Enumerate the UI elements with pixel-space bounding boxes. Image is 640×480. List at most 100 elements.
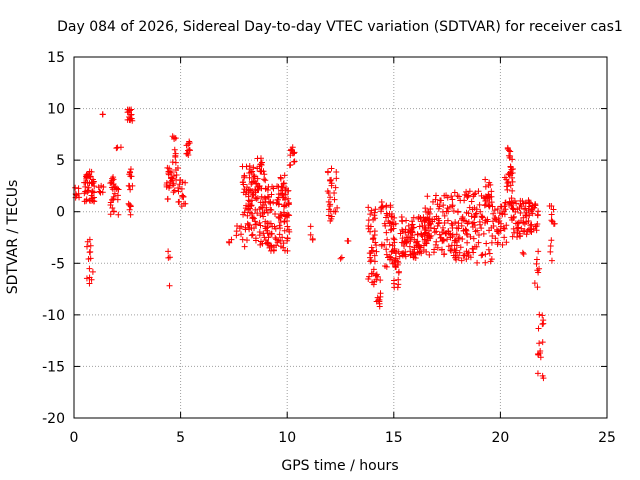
- y-tick-label: -20: [42, 411, 65, 427]
- data-point: [482, 176, 489, 183]
- data-point: [378, 241, 385, 248]
- data-point: [489, 203, 496, 210]
- data-point: [459, 214, 466, 221]
- data-point: [539, 312, 546, 319]
- data-point: [474, 227, 481, 234]
- data-point: [245, 221, 252, 228]
- data-point: [490, 210, 497, 217]
- data-point: [522, 205, 529, 212]
- data-point: [371, 278, 378, 285]
- data-point: [86, 274, 93, 281]
- data-point: [441, 212, 448, 219]
- data-point: [488, 256, 495, 263]
- data-point: [265, 240, 272, 247]
- data-point: [75, 185, 82, 192]
- data-point: [489, 233, 496, 240]
- data-point: [395, 248, 402, 255]
- data-point: [464, 231, 471, 238]
- data-point: [277, 174, 284, 181]
- data-point: [252, 189, 259, 196]
- data-point: [170, 180, 177, 187]
- data-point: [534, 284, 541, 291]
- data-point: [234, 223, 241, 230]
- data-point: [108, 184, 115, 191]
- data-point: [277, 218, 284, 225]
- data-point: [425, 216, 432, 223]
- data-point: [175, 198, 182, 205]
- data-point: [461, 197, 468, 204]
- data-point: [252, 221, 259, 228]
- data-point: [238, 231, 245, 238]
- data-point: [390, 225, 397, 232]
- x-tick-label: 25: [598, 430, 616, 446]
- data-point: [262, 177, 269, 184]
- data-point: [523, 231, 530, 238]
- data-point: [372, 206, 379, 213]
- data-point: [182, 179, 189, 186]
- data-point: [279, 187, 286, 194]
- data-point: [113, 145, 120, 152]
- data-point: [88, 192, 95, 199]
- data-point: [245, 186, 252, 193]
- data-point: [249, 214, 256, 221]
- data-point: [182, 200, 189, 207]
- data-point: [453, 231, 460, 238]
- data-point: [479, 251, 486, 258]
- data-point: [548, 257, 555, 264]
- data-point: [518, 203, 525, 210]
- data-point: [478, 213, 485, 220]
- data-point: [458, 215, 465, 222]
- data-point: [414, 231, 421, 238]
- data-point: [382, 262, 389, 269]
- data-point: [110, 181, 117, 188]
- data-point: [253, 195, 260, 202]
- data-point: [399, 228, 406, 235]
- data-point: [416, 223, 423, 230]
- data-point: [548, 237, 555, 244]
- data-point: [257, 155, 264, 162]
- data-point: [88, 168, 95, 175]
- data-point: [244, 212, 251, 219]
- data-point: [457, 244, 464, 251]
- data-point: [368, 270, 375, 277]
- data-point: [425, 237, 432, 244]
- data-point: [444, 194, 451, 201]
- data-point: [440, 202, 447, 209]
- x-axis-label: GPS time / hours: [281, 458, 398, 474]
- data-point: [285, 200, 292, 207]
- data-point: [365, 204, 372, 211]
- data-point: [409, 218, 416, 225]
- data-point: [394, 258, 401, 265]
- data-point: [89, 188, 96, 195]
- data-point: [506, 147, 513, 154]
- data-point: [258, 185, 265, 192]
- data-point: [277, 190, 284, 197]
- data-point: [438, 247, 445, 254]
- data-point: [403, 239, 410, 246]
- data-point: [309, 235, 316, 242]
- data-point: [328, 176, 335, 183]
- data-point: [517, 197, 524, 204]
- data-point: [233, 232, 240, 239]
- data-point: [410, 253, 417, 260]
- data-point: [267, 198, 274, 205]
- data-point: [455, 225, 462, 232]
- data-point: [114, 192, 121, 199]
- data-point: [327, 177, 334, 184]
- data-point: [172, 166, 179, 173]
- data-point: [282, 191, 289, 198]
- data-point: [167, 169, 174, 176]
- data-point: [410, 214, 417, 221]
- data-point: [488, 239, 495, 246]
- data-point: [72, 184, 79, 191]
- data-point: [507, 182, 514, 189]
- data-point: [84, 187, 91, 194]
- data-point: [172, 159, 179, 166]
- data-point: [367, 228, 374, 235]
- data-point: [107, 180, 114, 187]
- data-point: [415, 215, 422, 222]
- data-point: [368, 207, 375, 214]
- data-point: [267, 206, 274, 213]
- data-point: [84, 238, 91, 245]
